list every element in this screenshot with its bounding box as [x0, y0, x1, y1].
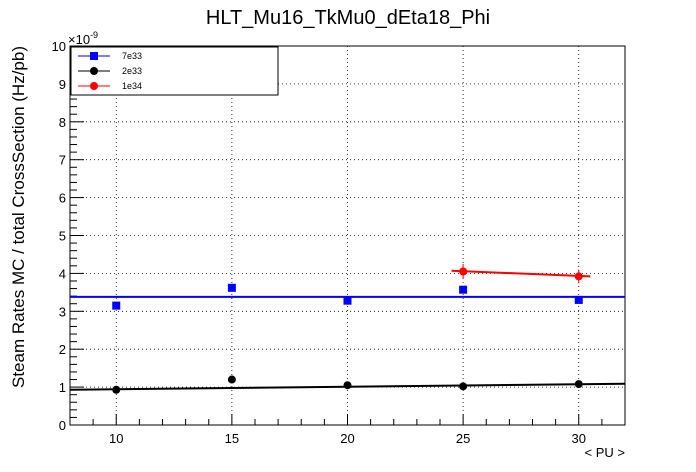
marker-circle: [459, 267, 468, 276]
marker-circle: [459, 382, 468, 391]
legend-entry-2e33: 2e33: [78, 66, 142, 76]
x-axis-label: < PU >: [585, 445, 625, 460]
y-tick-label: 8: [59, 115, 66, 130]
y-axis: 0 1 2 3 4 5 6 7 8 9 10: [52, 39, 84, 433]
y-tick-label: 4: [59, 266, 66, 281]
data-point-7e33: [112, 301, 121, 310]
marker-square: [112, 301, 121, 310]
x-tick-label: 25: [456, 431, 470, 446]
legend-marker-square: [90, 52, 98, 60]
data-point-7e33: [574, 295, 583, 304]
legend-label: 2e33: [122, 66, 142, 76]
y-tick-label: 3: [59, 304, 66, 319]
marker-circle: [112, 385, 121, 394]
marker-square: [459, 285, 468, 294]
legend-entry-1e34: 1e34: [78, 81, 142, 91]
data-point-2e33: [459, 382, 468, 391]
marker-square: [574, 295, 583, 304]
data-points: [112, 263, 583, 394]
legend-label: 7e33: [122, 51, 142, 61]
plot-frame: 10 15 20 25 30 0 1 2 3 4 5 6 7 8 9 10: [52, 39, 626, 446]
y-tick-label: 1: [59, 380, 66, 395]
y-tick-label: 0: [59, 418, 66, 433]
x-tick-label: 30: [572, 431, 586, 446]
data-point-2e33: [574, 380, 583, 389]
legend-entry-7e33: 7e33: [78, 51, 142, 61]
x-axis: 10 15 20 25 30: [69, 414, 626, 446]
y-tick-label: 5: [59, 229, 66, 244]
marker-circle: [227, 375, 236, 384]
legend-marker-circle: [90, 82, 98, 90]
data-point-1e34: [574, 269, 583, 284]
data-point-1e34: [459, 263, 468, 280]
marker-circle: [343, 381, 352, 390]
x-tick-label: 20: [340, 431, 354, 446]
data-point-2e33: [227, 375, 236, 384]
marker-circle: [574, 272, 583, 281]
marker-circle: [574, 380, 583, 389]
y-tick-label: 7: [59, 153, 66, 168]
y-tick-label: 6: [59, 191, 66, 206]
y-tick-label: 2: [59, 342, 66, 357]
x-tick-label: 10: [109, 431, 123, 446]
legend-marker-circle: [90, 67, 98, 75]
data-point-7e33: [459, 285, 468, 294]
marker-square: [227, 283, 236, 292]
fit-line-1e34: [451, 269, 591, 278]
y-axis-label: Steam Rates MC / total CrossSection (Hz/…: [9, 46, 28, 388]
data-point-7e33: [227, 283, 236, 292]
chart-title: HLT_Mu16_TkMu0_dEta18_Phi: [206, 7, 490, 29]
legend-label: 1e34: [122, 81, 142, 91]
y-tick-label: 10: [52, 39, 66, 54]
y-exponent-label: ×10-9: [68, 30, 98, 47]
data-point-2e33: [343, 381, 352, 390]
legend: 7e33 2e33 1e34: [70, 46, 279, 96]
x-tick-label: 15: [225, 431, 239, 446]
y-tick-label: 9: [59, 77, 66, 92]
marker-square: [343, 296, 352, 305]
data-point-2e33: [112, 385, 121, 394]
data-point-7e33: [343, 296, 352, 305]
